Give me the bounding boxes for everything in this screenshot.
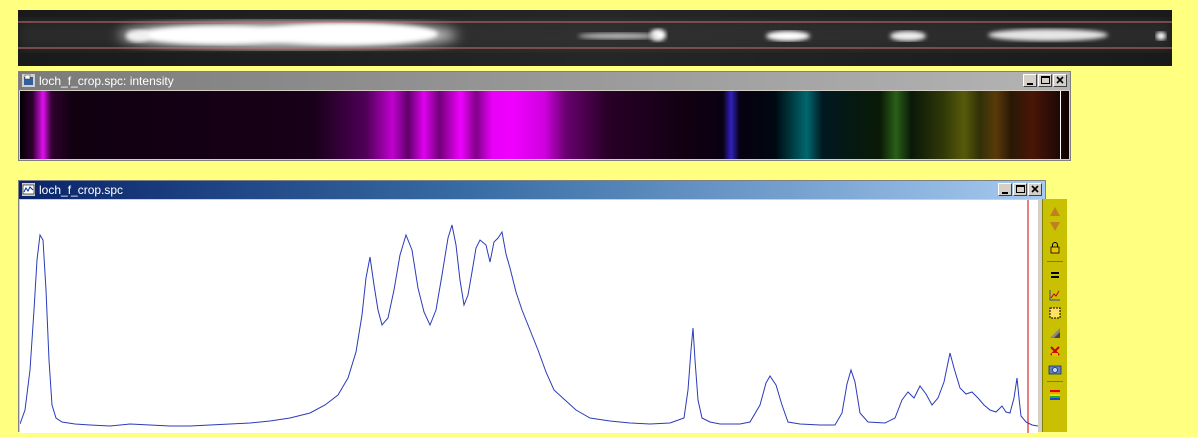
- arrow-down-icon[interactable]: [1048, 219, 1062, 233]
- maximize-icon: [1014, 184, 1026, 195]
- intensity-window-titlebar[interactable]: loch_f_crop.spc: intensity: [19, 72, 1070, 90]
- intensity-window[interactable]: loch_f_crop.spc: intensity: [18, 71, 1071, 161]
- camera-icon[interactable]: [1048, 362, 1062, 376]
- spectrum-app-icon: [22, 74, 35, 87]
- minimize-icon: [1024, 75, 1036, 86]
- close-icon: [1029, 184, 1041, 195]
- spectrum-plot-area[interactable]: [20, 200, 1038, 433]
- minimize-icon: [999, 184, 1011, 195]
- arrow-up-icon[interactable]: [1048, 205, 1062, 219]
- minimize-button[interactable]: [998, 183, 1012, 196]
- close-icon: [1054, 75, 1066, 86]
- equals-icon[interactable]: [1048, 268, 1062, 282]
- lock-icon[interactable]: [1048, 241, 1062, 255]
- minimize-button[interactable]: [1023, 74, 1037, 87]
- ccd-image-strip: [18, 10, 1172, 66]
- gradient-icon[interactable]: [1048, 326, 1062, 340]
- profile-window-titlebar[interactable]: loch_f_crop.spc: [19, 181, 1045, 199]
- maximize-button[interactable]: [1013, 183, 1027, 196]
- profile-window-title: loch_f_crop.spc: [39, 183, 123, 197]
- close-button[interactable]: [1053, 74, 1067, 87]
- delete-icon[interactable]: [1048, 344, 1062, 358]
- rainbow-icon[interactable]: [1048, 388, 1062, 402]
- intensity-window-title: loch_f_crop.spc: intensity: [39, 74, 174, 88]
- close-button[interactable]: [1028, 183, 1042, 196]
- maximize-icon: [1039, 75, 1051, 86]
- chart-settings-icon[interactable]: [1048, 288, 1062, 302]
- profile-vertical-toolbar: [1042, 199, 1067, 432]
- profile-window[interactable]: loch_f_crop.spc: [18, 180, 1046, 432]
- intensity-profile-curve: [20, 225, 1038, 426]
- color-spectrum-band: [20, 91, 1069, 159]
- spectrum-doc-icon: [22, 183, 35, 196]
- select-rect-icon[interactable]: [1048, 306, 1062, 320]
- maximize-button[interactable]: [1038, 74, 1052, 87]
